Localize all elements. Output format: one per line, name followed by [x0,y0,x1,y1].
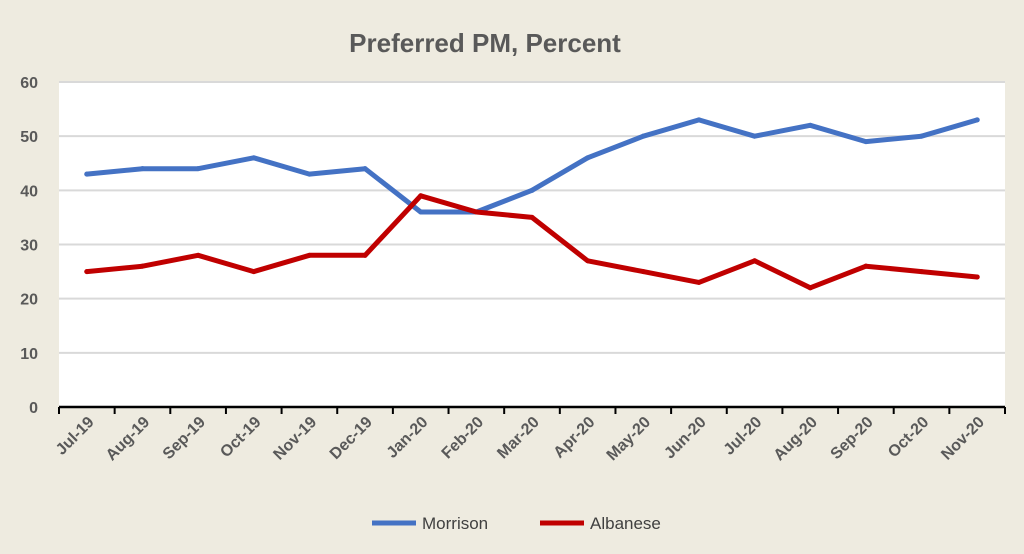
data-point-albanese [418,193,424,199]
data-point-morrison [84,171,90,177]
data-point-albanese [251,269,257,275]
data-point-morrison [640,133,646,139]
data-point-albanese [807,285,813,291]
data-point-morrison [752,133,758,139]
data-point-albanese [195,252,201,258]
data-point-morrison [585,155,591,161]
data-point-morrison [863,139,869,145]
chart-title: Preferred PM, Percent [349,28,621,58]
data-point-albanese [529,214,535,220]
legend-label-morrison: Morrison [422,514,488,533]
y-tick-label: 10 [20,346,38,363]
data-point-albanese [362,252,368,258]
y-tick-label: 30 [20,238,38,255]
y-tick-label: 0 [29,400,38,417]
data-point-morrison [919,133,925,139]
data-point-albanese [919,269,925,275]
data-point-morrison [807,122,813,128]
data-point-albanese [863,263,869,269]
data-point-morrison [696,117,702,123]
y-tick-label: 60 [20,75,38,92]
data-point-morrison [418,209,424,215]
data-point-morrison [529,187,535,193]
y-tick-label: 40 [20,183,38,200]
y-tick-label: 20 [20,292,38,309]
data-point-albanese [696,279,702,285]
data-point-morrison [306,171,312,177]
y-tick-label: 50 [20,129,38,146]
data-point-morrison [139,166,145,172]
data-point-morrison [195,166,201,172]
data-point-albanese [473,209,479,215]
data-point-albanese [974,274,980,280]
data-point-albanese [640,269,646,275]
data-point-albanese [139,263,145,269]
data-point-morrison [974,117,980,123]
data-point-albanese [84,269,90,275]
data-point-albanese [752,258,758,264]
data-point-morrison [362,166,368,172]
data-point-albanese [585,258,591,264]
data-point-albanese [306,252,312,258]
legend-label-albanese: Albanese [590,514,661,533]
data-point-morrison [251,155,257,161]
